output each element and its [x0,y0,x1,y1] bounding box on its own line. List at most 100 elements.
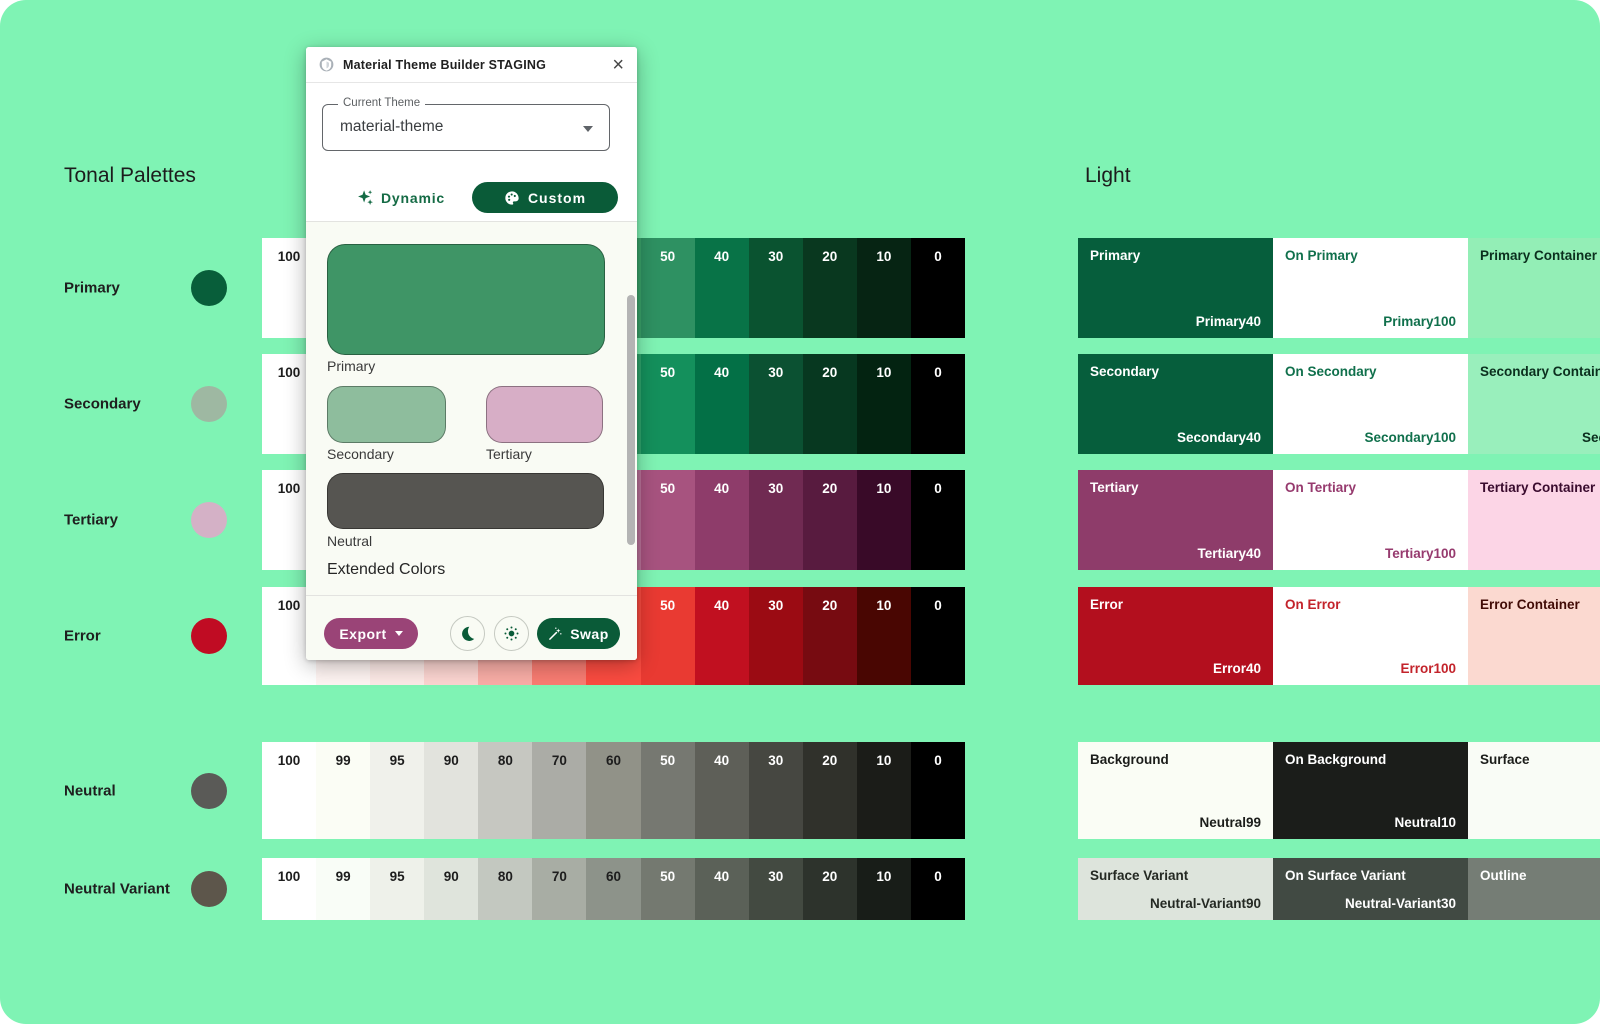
tonal-cell: 20 [802,354,857,454]
tonal-cell: 50 [640,354,695,454]
scheme-card-title: On Primary [1285,248,1358,263]
tonal-cell: 50 [640,858,695,920]
tonal-cell: 60 [586,858,641,920]
scheme-card-title: Secondary Container [1480,364,1600,379]
palette-row-label: Secondary [64,395,141,413]
scheme-card-title: Outline [1480,868,1527,883]
scheme-card-token: Tertiary40 [1197,546,1261,561]
material-theme-builder-window: Material Theme Builder STAGING × Current… [306,47,637,660]
tonal-cell: 40 [694,354,749,454]
tab-custom[interactable]: Custom [472,182,618,213]
tonal-cell: 0 [910,470,966,570]
chevron-down-icon [583,126,593,132]
scheme-card: On Primary Primary100 [1273,238,1468,338]
scheme-card-title: On Tertiary [1285,480,1357,495]
scheme-row: Surface Variant Neutral-Variant90 On Surfa… [1078,858,1600,920]
tonal-cell: 30 [748,742,803,839]
close-icon[interactable]: × [612,53,624,76]
tonal-cell: 30 [748,858,803,920]
scheme-card-title: Surface [1480,752,1530,767]
scheme-card-token: Secondary90 [1581,430,1600,445]
scheme-card-token: Primary40 [1195,314,1261,329]
scheme-card-title: On Secondary [1285,364,1377,379]
scheme-card: On Secondary Secondary100 [1273,354,1468,454]
tonal-cell: 60 [586,742,641,839]
tonal-cell: 30 [748,354,803,454]
palette-key-color-circle [191,618,227,654]
scheme-card: On Error Error100 [1273,587,1468,685]
core-color-secondary-swatch[interactable] [327,386,446,443]
palette-key-color-circle [191,386,227,422]
core-color-neutral-swatch[interactable] [327,473,604,529]
sparkle-icon [358,190,373,205]
plugin-logo-icon [319,57,334,72]
scheme-card-title: On Background [1285,752,1387,767]
tonal-cell: 50 [640,238,695,338]
tonal-cell: 99 [316,858,371,920]
dark-mode-button[interactable] [450,616,485,651]
scheme-card-title: Primary Container [1480,248,1598,263]
palette-row-label: Primary [64,279,120,297]
tonal-cell: 40 [694,470,749,570]
core-color-tertiary-label: Tertiary [486,446,532,462]
tonal-cell: 20 [802,587,857,685]
tonal-cell: 0 [910,354,966,454]
light-mode-button[interactable] [494,616,529,651]
scheme-card-token: Secondary40 [1176,430,1261,445]
scheme-card: Error ContainerError90 [1468,587,1600,685]
tonal-cell: 40 [694,858,749,920]
core-color-tertiary-swatch[interactable] [486,386,603,443]
tonal-cell: 20 [802,858,857,920]
scheme-card-token: Neutral-Variant30 [1344,896,1456,911]
scheme-card: Surface [1468,742,1600,839]
tonal-cell: 70 [532,858,587,920]
tonal-cell: 90 [424,742,479,839]
swap-button[interactable]: Swap [537,618,620,649]
scheme-row: Primary Primary40 On Primary Primary100 Prim… [1078,238,1600,338]
plugin-header: Material Theme Builder STAGING × [306,47,637,83]
scheme-card-title: Secondary [1090,364,1160,379]
plugin-scrollbar-thumb[interactable] [627,295,635,545]
scheme-card-token: Neutral-Variant90 [1149,896,1261,911]
tonal-cell: 100 [262,742,317,839]
scheme-card: Primary Primary40 [1078,238,1273,338]
tab-dynamic[interactable]: Dynamic [350,182,452,213]
plugin-divider [306,221,637,222]
scheme-card-title: Error Container [1480,597,1580,612]
tonal-cell: 20 [802,742,857,839]
scheme-card-token: Error100 [1400,661,1456,676]
scheme-card-token: Neutral99 [1199,815,1261,830]
plugin-title: Material Theme Builder STAGING [343,57,547,72]
scheme-card-token: Neutral10 [1394,815,1456,830]
export-button[interactable]: Export [324,618,418,649]
core-color-primary-swatch[interactable] [327,244,605,355]
palette-icon [505,190,519,205]
current-theme-select[interactable]: Current Theme material-theme [322,97,610,151]
scheme-card-token: Primary100 [1383,314,1456,329]
tonal-cell: 10 [856,858,911,920]
swap-button-label: Swap [570,625,609,642]
tonal-cell: 90 [424,858,479,920]
tonal-cell: 95 [370,742,425,839]
tonal-cell: 99 [316,742,371,839]
scheme-card: On Background Neutral10 [1273,742,1468,839]
tonal-cell: 10 [856,470,911,570]
scheme-card-token: Tertiary100 [1384,546,1456,561]
tonal-cell: 20 [802,470,857,570]
scheme-card: Error Error40 [1078,587,1273,685]
scheme-card-title: Error [1090,597,1124,612]
sun-icon [504,626,519,641]
palette-key-color-circle [191,270,227,306]
tonal-cell: 95 [370,858,425,920]
scheme-card: Tertiary ContainerTertiary90 [1468,470,1600,570]
current-theme-label: Current Theme [338,97,426,109]
tonal-cell: 10 [856,742,911,839]
scheme-card: On Surface Variant Neutral-Variant30 [1273,858,1468,920]
export-button-label: Export [339,625,387,642]
core-colors-panel: Primary Secondary Tertiary Neutral Exten… [306,222,637,595]
tonal-cell: 10 [856,238,911,338]
export-caret-icon [394,631,403,636]
palette-key-color-circle [191,502,227,538]
tonal-cell: 100 [262,858,317,920]
